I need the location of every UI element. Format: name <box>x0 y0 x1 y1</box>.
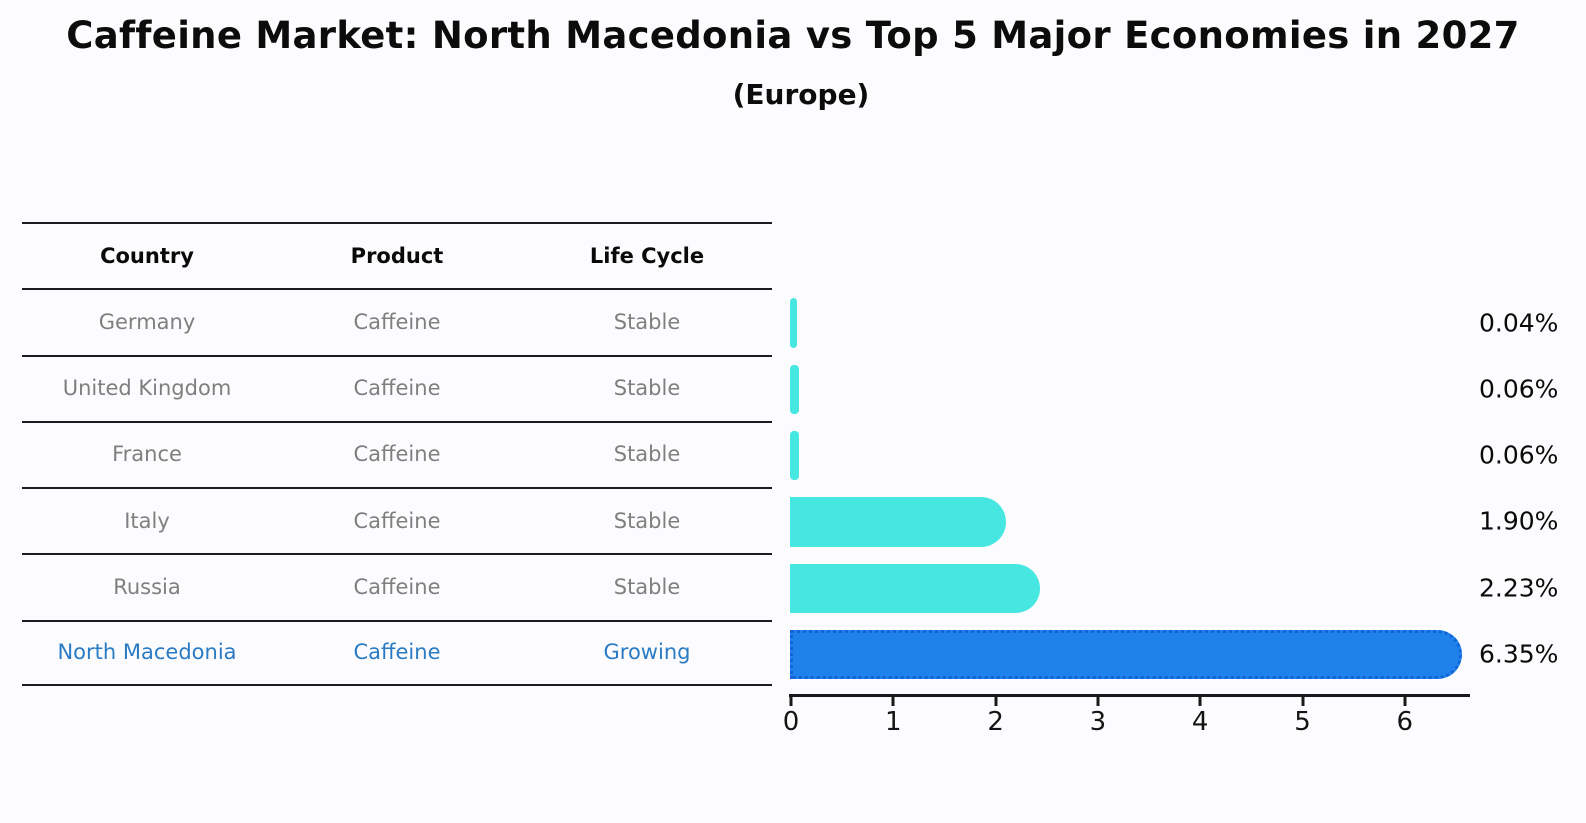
value-label: 0.06% <box>1479 440 1559 470</box>
cell-country: United Kingdom <box>62 376 232 401</box>
cell-life-cycle: Growing <box>603 640 691 665</box>
cell-country: North Macedonia <box>57 640 237 665</box>
value-label: 1.90% <box>1479 506 1559 536</box>
x-axis-tick-label: 1 <box>885 707 902 737</box>
x-axis-tick-label: 3 <box>1089 707 1107 737</box>
x-axis-tick-label: 5 <box>1294 707 1311 737</box>
x-axis-tick <box>1301 697 1304 706</box>
chart-subtitle: (Europe) <box>732 78 870 111</box>
cell-country: Germany <box>98 309 196 334</box>
column-header-life-cycle: Life Cycle <box>589 243 705 268</box>
table-row-highlighted: North Macedonia Caffeine Growing <box>22 619 772 687</box>
bar-germany <box>790 298 798 348</box>
cell-product: Caffeine <box>353 442 441 467</box>
x-axis-tick-label: 4 <box>1191 707 1209 737</box>
bar-italy <box>790 497 1007 547</box>
table-row: United Kingdom Caffeine Stable <box>22 354 772 421</box>
cell-country: France <box>112 442 182 467</box>
cell-country: Russia <box>113 575 181 600</box>
chart-title: Caffeine Market: North Macedonia vs Top … <box>66 14 1520 57</box>
x-axis-tick <box>1096 697 1100 706</box>
x-axis-tick <box>1403 697 1407 706</box>
bar-north-macedonia <box>790 629 1462 680</box>
value-label: 0.06% <box>1479 374 1559 404</box>
x-axis-tick-label: 0 <box>782 707 800 737</box>
x-axis-tick <box>789 697 793 706</box>
cell-life-cycle: Stable <box>613 575 681 600</box>
x-axis-tick <box>1198 697 1202 706</box>
x-axis-tick <box>891 697 895 706</box>
x-axis-tick-label: 2 <box>987 707 1004 737</box>
cell-product: Caffeine <box>353 575 441 600</box>
cell-life-cycle: Stable <box>613 508 681 533</box>
table-row: Germany Caffeine Stable <box>22 288 772 354</box>
value-label: 2.23% <box>1479 573 1559 603</box>
cell-product: Caffeine <box>353 309 441 334</box>
table-row: France Caffeine Stable <box>22 420 772 487</box>
table-row: Russia Caffeine Stable <box>22 553 772 619</box>
x-axis-tick-label: 6 <box>1396 707 1414 737</box>
x-axis-line <box>789 694 1470 697</box>
table-row: Italy Caffeine Stable <box>22 487 772 553</box>
column-header-product: Product <box>350 243 444 268</box>
bar-united-kingdom <box>790 364 800 415</box>
summary-table: Country Product Life Cycle Germany Caffe… <box>22 222 772 687</box>
cell-life-cycle: Stable <box>613 309 681 334</box>
cell-life-cycle: Stable <box>613 376 681 401</box>
cell-life-cycle: Stable <box>613 442 681 467</box>
bar-france <box>790 430 800 481</box>
x-axis-tick <box>994 697 998 706</box>
table-header-row: Country Product Life Cycle <box>22 222 772 288</box>
bar-russia <box>790 563 1041 613</box>
cell-product: Caffeine <box>353 508 441 533</box>
value-label: 6.35% <box>1479 639 1559 669</box>
cell-product: Caffeine <box>353 376 441 401</box>
cell-product: Caffeine <box>353 640 441 665</box>
column-header-country: Country <box>100 243 194 268</box>
cell-country: Italy <box>124 508 170 533</box>
value-label: 0.04% <box>1479 308 1559 338</box>
